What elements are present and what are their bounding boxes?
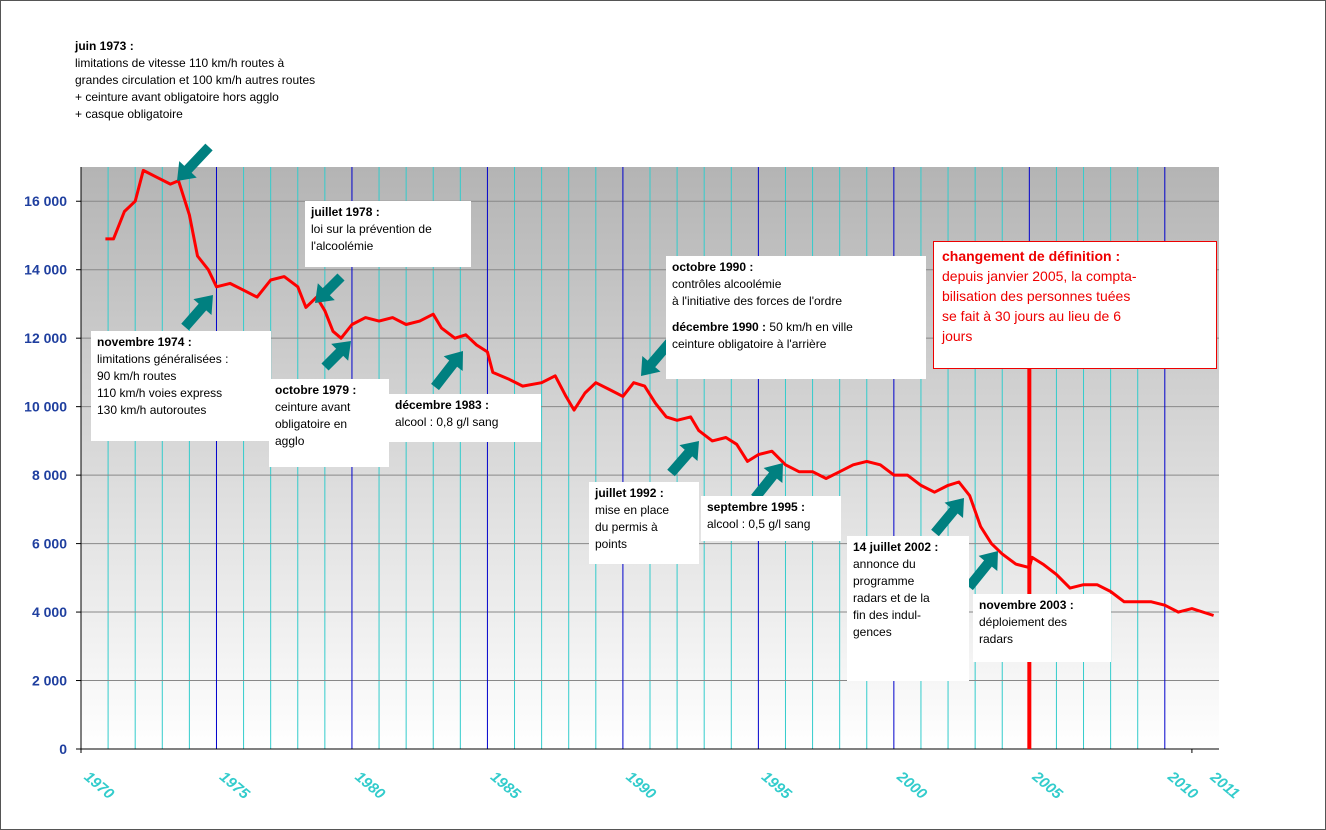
x-tick-label: 1995 [758,768,795,803]
x-tick-label: 2005 [1028,768,1066,804]
annotation: 14 juillet 2002 : annonce du programme rada… [847,536,969,681]
arrow [667,441,699,477]
arrow [321,341,351,371]
annotation-line: limitations de vitesse 110 km/h routes à [75,56,285,70]
annotation-line: depuis janvier 2005, la compta- [942,268,1137,284]
annotation-line: du permis à [595,520,658,534]
annotation-line: + ceinture avant obligatoire hors agglo [75,90,279,104]
annotation-line: agglo [275,434,305,448]
y-tick-label: 0 [59,741,67,757]
x-tick-label: 2010 [1164,768,1202,804]
annotation-line: 110 km/h voies express [97,386,223,400]
annotation-line: ceinture obligatoire à l'arrière [672,337,827,351]
y-tick-label: 8 000 [32,467,67,483]
x-tick-label: 1985 [487,768,524,803]
annotation-title: changement de définition : [942,248,1121,264]
arrow [431,351,463,391]
annotation-line: loi sur la prévention de [311,222,432,236]
annotation-line: fin des indul- [853,608,922,622]
annotation-line: 50 km/h en ville [769,320,853,334]
y-tick-label: 6 000 [32,536,67,552]
annotation: octobre 1990 : contrôles alcoolémie à l'in… [666,256,926,379]
annotation-line: 130 km/h autoroutes [97,403,207,417]
annotation-line: à l'initiative des forces de l'ordre [672,294,842,308]
annotation-line: obligatoire en [275,417,348,431]
annotation: septembre 1995 : alcool : 0,5 g/l sang [701,496,841,541]
annotation-line: + casque obligatoire [75,107,183,121]
annotation: juillet 1978 : loi sur la prévention de l'… [305,201,471,267]
annotation-line: alcool : 0,8 g/l sang [395,415,499,429]
annotation: novembre 2003 : déploiement des radars [973,594,1111,662]
annotation-line: annonce du [853,557,916,571]
annotation-title: juin 1973 : [75,39,134,53]
annotation-title: décembre 1990 : [672,320,767,334]
annotation-line: grandes circulation et 100 km/h autres r… [75,73,316,87]
arrow [315,273,345,303]
annotation-title: juillet 1978 : [311,205,380,219]
x-tick-label: 1975 [216,768,253,803]
annotation-title: novembre 2003 : [979,598,1074,612]
annotation-line: radars et de la [853,591,930,605]
annotation-line: déploiement des [979,615,1068,629]
annotation-title: octobre 1990 : [672,260,754,274]
annotation-line: ceinture avant [275,400,351,414]
x-tick-label: 2011 [1206,768,1242,802]
annotation-line: se fait à 30 jours au lieu de 6 [942,308,1122,324]
annotation-line: l'alcoolémie [311,239,374,253]
arrow [181,295,213,331]
annotation: changement de définition : depuis janvier… [933,241,1217,369]
annotation: juin 1973 : limitations de vitesse 110 km… [69,35,399,126]
annotation-line: radars [979,632,1014,646]
annotation-line: programme [853,574,915,588]
annotation-line: alcool : 0,5 g/l sang [707,517,811,531]
annotation: décembre 1983 : alcool : 0,8 g/l sang [389,394,541,442]
arrow [931,498,964,537]
annotation-title: juillet 1992 : [595,486,664,500]
x-tick-label: 1990 [623,768,660,803]
annotation: novembre 1974 : limitations généralisées … [91,331,271,441]
annotation-title: octobre 1979 : [275,383,357,397]
annotation-title: 14 juillet 2002 : [853,540,939,554]
arrow [965,551,998,591]
annotation-line: contrôles alcoolémie [672,277,782,291]
y-tick-label: 4 000 [32,604,67,620]
annotation-line: jours [942,328,973,344]
annotation-line: 90 km/h routes [97,369,177,383]
annotation-line: mise en place [595,503,670,517]
annotation-title: décembre 1983 : [395,398,490,412]
annotation-title: septembre 1995 : [707,500,806,514]
annotation-line: bilisation des personnes tuées [942,288,1131,304]
annotation: juillet 1992 : mise en place du permis à po… [589,482,699,564]
data-line [105,168,1215,617]
y-tick-label: 12 000 [24,330,67,346]
annotation-line: gences [853,625,892,639]
annotation-title: novembre 1974 : [97,335,192,349]
annotation: décembre 1990 : 50 km/h en ville ceinture… [666,316,926,356]
x-tick-label: 2000 [893,768,931,804]
arrow [177,143,213,181]
x-tick-label: 1970 [81,768,118,803]
x-tick-label: 1980 [352,768,389,803]
arrow [751,463,783,502]
annotation: octobre 1979 : ceinture avant obligatoire … [269,379,389,467]
annotation-line: points [595,537,628,551]
y-tick-label: 16 000 [24,193,67,209]
y-tick-label: 14 000 [24,262,67,278]
annotation-line: limitations généralisées : [97,352,229,366]
y-tick-label: 10 000 [24,399,67,415]
y-tick-label: 2 000 [32,673,67,689]
